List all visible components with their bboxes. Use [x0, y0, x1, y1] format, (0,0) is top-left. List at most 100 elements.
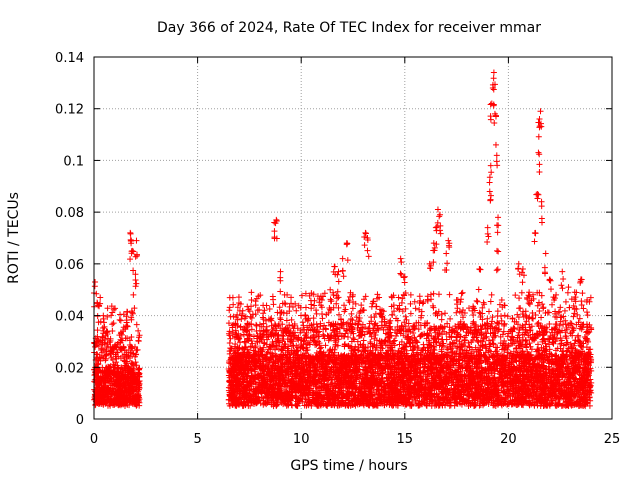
data-point-340	[106, 339, 113, 346]
data-point-809	[109, 382, 116, 389]
data-point-702	[125, 364, 132, 371]
data-point-648	[93, 338, 100, 345]
data-point-825	[128, 314, 135, 321]
data-point-273	[117, 355, 124, 362]
data-point-589	[109, 321, 116, 328]
data-point-562	[124, 358, 131, 365]
data-point-733	[120, 381, 127, 388]
data-point-810	[110, 346, 117, 353]
data-point-587	[131, 353, 138, 360]
data-point-796	[132, 400, 139, 407]
data-point-790	[116, 370, 123, 377]
data-point-716	[97, 318, 104, 325]
data-point-178	[109, 327, 116, 334]
data-point-493	[135, 338, 142, 345]
data-point-766	[123, 399, 130, 406]
data-point-572	[94, 339, 101, 346]
data-point-806	[129, 361, 136, 368]
data-point-715	[103, 347, 110, 354]
data-point-596	[104, 305, 111, 312]
data-point-607	[126, 342, 133, 349]
data-point-627	[99, 364, 106, 371]
data-point-798	[104, 396, 111, 403]
data-point-214	[117, 317, 124, 324]
data-point-791	[127, 397, 134, 404]
data-point-678	[94, 361, 101, 368]
data-point-821	[128, 345, 135, 352]
data-point-818	[123, 317, 130, 324]
data-point-777	[114, 341, 121, 348]
data-point-169	[135, 327, 142, 334]
data-point-824	[116, 344, 123, 351]
data-point-826	[117, 397, 124, 404]
data-point-606	[124, 309, 131, 316]
data-point-795	[124, 373, 131, 380]
data-point-830	[122, 379, 129, 386]
data-point-1044	[530, 291, 537, 298]
data-point-815	[106, 368, 113, 375]
data-point-749	[102, 355, 109, 362]
data-point-498	[99, 337, 106, 344]
data-point-814	[101, 369, 108, 376]
data-point-538	[107, 375, 114, 382]
data-point-758	[135, 388, 142, 395]
data-point-665	[95, 343, 102, 350]
data-point-552	[110, 320, 117, 327]
data-point-780	[106, 387, 113, 394]
data-point-835	[131, 372, 138, 379]
data-point-351	[116, 316, 123, 323]
data-point-759	[116, 383, 123, 390]
data-point-800	[98, 393, 105, 400]
data-point-829	[136, 399, 143, 406]
data-point-827	[123, 387, 130, 394]
data-point-743	[107, 402, 114, 409]
data-point-772	[112, 385, 119, 392]
data-point-571	[109, 309, 116, 316]
data-point-823	[125, 352, 132, 359]
data-point-817	[115, 373, 122, 380]
data-point-775	[92, 343, 99, 350]
data-point-722	[112, 305, 119, 312]
data-point-832	[94, 355, 101, 362]
data-point-543	[121, 351, 128, 358]
data-point-757	[115, 380, 122, 387]
data-point-765	[131, 343, 138, 350]
data-point-706	[135, 371, 142, 378]
data-point-822	[127, 381, 134, 388]
data-point-792	[93, 399, 100, 406]
data-point-432	[121, 362, 128, 369]
data-point-820	[110, 402, 117, 408]
data-point-816	[96, 382, 103, 389]
data-point-784	[111, 394, 118, 401]
data-point-666	[118, 392, 125, 399]
data-point-334	[108, 312, 115, 319]
data-point-700	[133, 321, 140, 328]
data-point-754	[122, 367, 129, 374]
data-point-813	[97, 375, 104, 382]
data-point-458	[121, 357, 128, 364]
data-point-1100	[446, 291, 453, 298]
data-point-828	[122, 388, 129, 395]
data-point-567	[101, 339, 108, 346]
data-point-604	[133, 362, 140, 369]
data-point-802	[99, 386, 106, 393]
data-point-301	[94, 327, 101, 334]
data-point-566	[104, 313, 111, 320]
data-point-774	[135, 392, 142, 399]
data-point-479	[108, 303, 115, 310]
data-point-728	[104, 396, 111, 403]
data-point-875	[230, 301, 237, 308]
data-point-692	[100, 385, 107, 392]
chart-title: Day 366 of 2024, Rate Of TEC Index for r…	[157, 20, 541, 36]
data-point-272	[128, 333, 135, 340]
data-point-803	[120, 311, 127, 318]
data-point-794	[101, 374, 108, 381]
data-point-740	[105, 378, 112, 385]
data-point-797	[98, 401, 105, 408]
data-point-753	[114, 365, 121, 372]
data-point-288	[92, 371, 99, 378]
data-point-801	[114, 391, 121, 398]
data-point-833	[100, 355, 107, 362]
data-point-614	[136, 332, 143, 339]
